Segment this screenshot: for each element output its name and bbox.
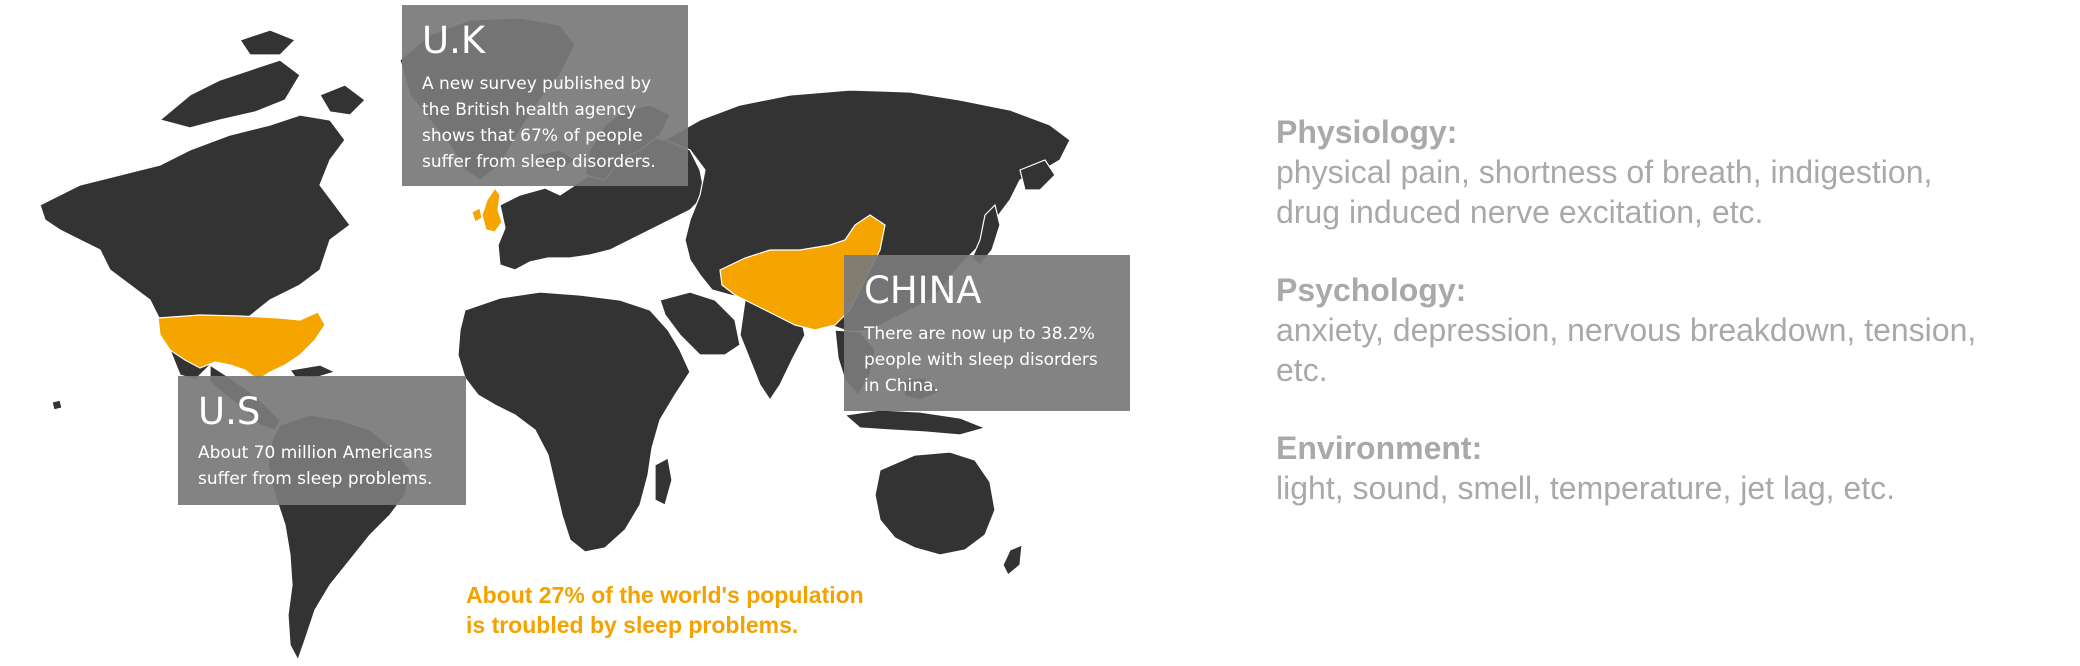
world-note-line-2: is troubled by sleep problems. xyxy=(466,612,799,638)
us-callout-title: U.S xyxy=(198,390,261,433)
cause-physiology-heading: Physiology: xyxy=(1276,114,1458,150)
cause-physiology: Physiology: physical pain, shortness of … xyxy=(1276,112,2076,232)
indonesia xyxy=(843,409,987,436)
uk-callout-line: suffer from sleep disorders. xyxy=(422,152,656,172)
arabian-peninsula xyxy=(659,291,741,356)
usa-highlight xyxy=(157,311,326,381)
us-callout-body: About 70 million Americans suffer from s… xyxy=(198,440,446,492)
uk-callout-title: U.K xyxy=(422,19,486,62)
cause-psychology: Psychology: anxiety, depression, nervous… xyxy=(1276,270,2076,390)
china-callout-body: There are now up to 38.2% people with sl… xyxy=(864,321,1110,399)
uk-callout: U.K A new survey published by the Britis… xyxy=(402,5,688,186)
cause-psychology-line-2: etc. xyxy=(1276,352,1328,388)
north-america-landmass xyxy=(39,114,351,381)
australia xyxy=(874,451,996,556)
china-callout-line: There are now up to 38.2% xyxy=(864,324,1095,344)
uk-callout-line: the British health agency xyxy=(422,100,637,120)
us-callout-line: suffer from sleep problems. xyxy=(198,469,433,489)
cause-psychology-line-1: anxiety, depression, nervous breakdown, … xyxy=(1276,312,1977,348)
cause-physiology-line-1: physical pain, shortness of breath, indi… xyxy=(1276,154,1933,190)
world-note-line-1: About 27% of the world's population xyxy=(466,582,864,608)
africa xyxy=(457,291,691,553)
uk-highlight xyxy=(481,186,503,233)
cause-environment: Environment: light, sound, smell, temper… xyxy=(1276,428,2076,508)
uk-callout-line: A new survey published by xyxy=(422,74,652,94)
ireland-highlight xyxy=(471,207,483,223)
sleep-causes-panel: Physiology: physical pain, shortness of … xyxy=(1276,112,2076,546)
cause-environment-line-1: light, sound, smell, temperature, jet la… xyxy=(1276,470,1895,506)
uk-callout-body: A new survey published by the British he… xyxy=(422,71,668,175)
cause-environment-heading: Environment: xyxy=(1276,430,1483,466)
us-callout-line: About 70 million Americans xyxy=(198,443,433,463)
us-callout: U.S About 70 million Americans suffer fr… xyxy=(178,376,466,505)
cause-psychology-heading: Psychology: xyxy=(1276,272,1467,308)
cause-physiology-line-2: drug induced nerve excitation, etc. xyxy=(1276,194,1764,230)
china-callout-line: people with sleep disorders xyxy=(864,350,1098,370)
china-callout-title: CHINA xyxy=(864,269,982,312)
uk-callout-line: shows that 67% of people xyxy=(422,126,643,146)
china-callout-line: in China. xyxy=(864,376,939,396)
china-callout: CHINA There are now up to 38.2% people w… xyxy=(844,255,1130,411)
world-population-note: About 27% of the world's population is t… xyxy=(466,580,986,640)
arctic-islands xyxy=(158,59,301,129)
